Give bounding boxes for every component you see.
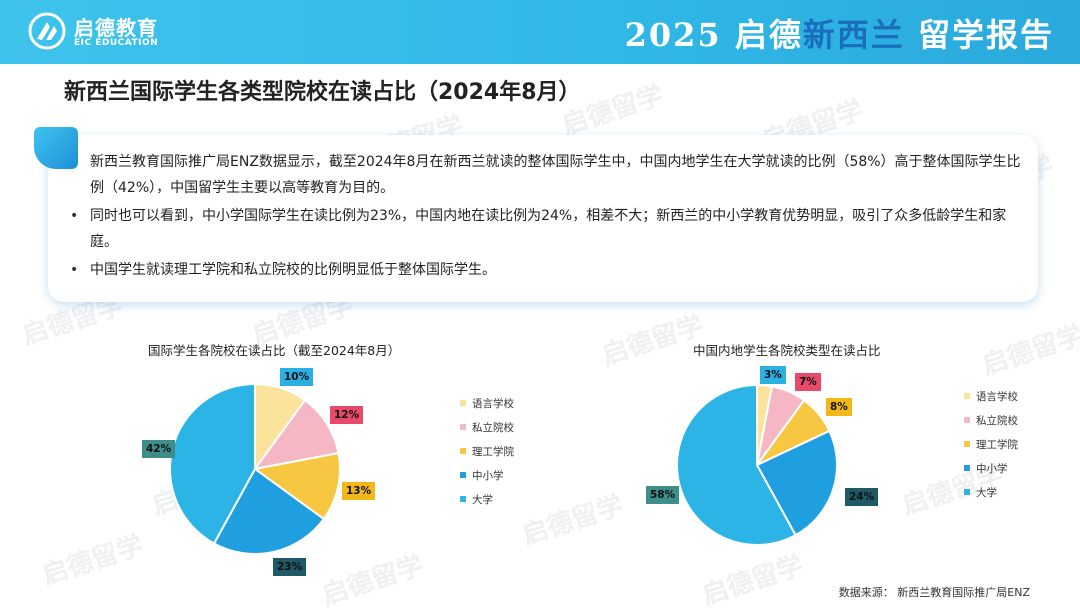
legend-swatch: [964, 465, 970, 471]
data-source: 数据来源： 新西兰教育国际推广局ENZ: [838, 586, 1030, 599]
legend-label: 语言学校: [976, 391, 1018, 403]
legend-swatch: [964, 417, 970, 423]
pie-data-label: 24%: [845, 488, 879, 506]
brand-logo-icon: [28, 12, 66, 50]
legend-swatch: [460, 496, 466, 502]
legend-swatch: [964, 393, 970, 399]
legend-label: 中小学: [472, 470, 504, 482]
page-title: 新西兰国际学生各类型院校在读占比（2024年8月）: [64, 80, 581, 105]
legend-label: 大学: [472, 494, 493, 506]
legend-swatch: [460, 424, 466, 430]
brand-name-en: EIC EDUCATION: [74, 38, 159, 48]
brand-name-cn: 启德教育: [74, 16, 158, 40]
legend-swatch: [964, 489, 970, 495]
pie-slice-polytech: [252, 451, 341, 521]
pie-data-label: 8%: [826, 398, 852, 416]
legend-swatch: [460, 400, 466, 406]
summary-list: 新西兰教育国际推广局ENZ数据显示，截至2024年8月在新西兰就读的整体国际学生…: [66, 149, 1026, 285]
brand-logo: 启德教育 EIC EDUCATION: [28, 10, 168, 54]
pie-slice-university: [676, 383, 797, 546]
chart-title-china: 中国内地学生各院校类型在读占比: [693, 343, 881, 358]
pie-data-label: 3%: [760, 366, 786, 384]
pie-data-label: 12%: [330, 406, 364, 424]
report-title: 2025 启德新西兰 留学报告: [625, 10, 1054, 56]
summary-item: 同时也可以看到，中小学国际学生在读比例为23%，中国内地在读比例为24%，相差不…: [66, 203, 1026, 255]
pie-data-label: 23%: [273, 558, 307, 576]
pie-data-label: 7%: [795, 373, 821, 391]
legend-label: 理工学院: [472, 446, 514, 458]
legend-label: 私立院校: [976, 415, 1018, 427]
legend-swatch: [964, 441, 970, 447]
legend-swatch: [460, 448, 466, 454]
report-title-highlight: 新西兰: [802, 16, 905, 54]
summary-corner-accent: [34, 127, 78, 169]
legend-label: 私立院校: [472, 422, 514, 434]
summary-item: 中国学生就读理工学院和私立院校的比例明显低于整体国际学生。: [66, 257, 1026, 283]
summary-item: 新西兰教育国际推广局ENZ数据显示，截至2024年8月在新西兰就读的整体国际学生…: [66, 149, 1026, 201]
pie-slice-private: [252, 398, 340, 471]
chart-title-international: 国际学生各院校在读占比（截至2024年8月）: [148, 343, 401, 358]
pie-data-label: 42%: [142, 440, 176, 458]
pie-data-label: 58%: [646, 486, 680, 504]
pie-slice-school: [212, 467, 326, 555]
legend-label: 语言学校: [472, 398, 514, 410]
legend-label: 理工学院: [976, 439, 1018, 451]
legend-label: 中小学: [976, 463, 1008, 475]
header-bar: 启德教育 EIC EDUCATION 2025 启德新西兰 留学报告: [0, 0, 1080, 64]
report-title-suffix: 留学报告: [917, 16, 1054, 54]
report-title-prefix: 2025 启德: [624, 16, 803, 54]
legend-label: 大学: [976, 487, 997, 499]
pie-data-label: 13%: [342, 482, 376, 500]
pie-data-label: 10%: [280, 368, 314, 386]
legend-swatch: [460, 472, 466, 478]
pie-slice-school: [755, 429, 838, 537]
summary-box: 新西兰教育国际推广局ENZ数据显示，截至2024年8月在新西兰就读的整体国际学生…: [48, 135, 1038, 302]
